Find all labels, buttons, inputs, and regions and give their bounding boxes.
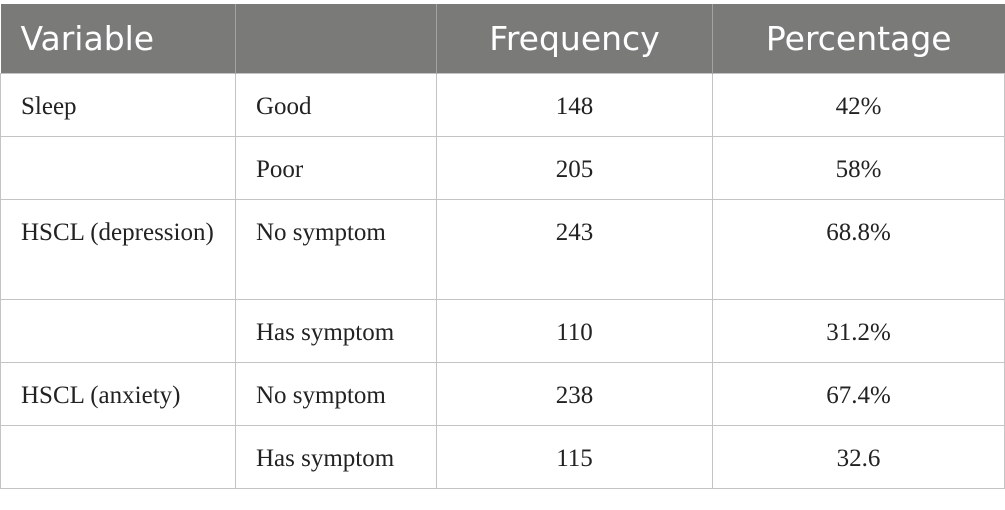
header-variable: Variable — [0, 4, 236, 74]
cell-frequency: 238 — [436, 362, 713, 426]
table-header: Variable Frequency Percentage — [0, 4, 1005, 74]
cell-variable — [0, 425, 236, 489]
cell-variable: HSCL (anxiety) — [0, 362, 236, 426]
cell-variable — [0, 136, 236, 200]
cell-category: Good — [235, 73, 437, 137]
cell-percentage: 31.2% — [712, 299, 1005, 363]
cell-frequency: 243 — [436, 199, 713, 300]
cell-variable: Sleep — [0, 73, 236, 137]
cell-variable: HSCL (depression) — [0, 199, 236, 300]
cell-percentage: 32.6 — [712, 425, 1005, 489]
table-row: HSCL (depression) No symptom 243 68.8% — [0, 199, 1005, 300]
cell-frequency: 110 — [436, 299, 713, 363]
cell-category: No symptom — [235, 362, 437, 426]
cell-category: Has symptom — [235, 299, 437, 363]
header-frequency: Frequency — [436, 4, 713, 74]
cell-percentage: 42% — [712, 73, 1005, 137]
cell-percentage: 58% — [712, 136, 1005, 200]
table-row: Sleep Good 148 42% — [0, 73, 1005, 137]
cell-frequency: 115 — [436, 425, 713, 489]
table-row: Has symptom 115 32.6 — [0, 425, 1005, 489]
header-row: Variable Frequency Percentage — [0, 4, 1005, 74]
header-category — [235, 4, 437, 74]
table-row: HSCL (anxiety) No symptom 238 67.4% — [0, 362, 1005, 426]
cell-category: Has symptom — [235, 425, 437, 489]
cell-percentage: 68.8% — [712, 199, 1005, 300]
cell-frequency: 148 — [436, 73, 713, 137]
table-row: Poor 205 58% — [0, 136, 1005, 200]
table-row: Has symptom 110 31.2% — [0, 299, 1005, 363]
table-body: Sleep Good 148 42% Poor 205 58% HSCL (de… — [0, 73, 1005, 489]
cell-frequency: 205 — [436, 136, 713, 200]
cell-category: Poor — [235, 136, 437, 200]
header-percentage: Percentage — [712, 4, 1005, 74]
cell-variable — [0, 299, 236, 363]
frequency-table: Variable Frequency Percentage Sleep Good… — [0, 4, 1005, 489]
cell-percentage: 67.4% — [712, 362, 1005, 426]
cell-category: No symptom — [235, 199, 437, 300]
